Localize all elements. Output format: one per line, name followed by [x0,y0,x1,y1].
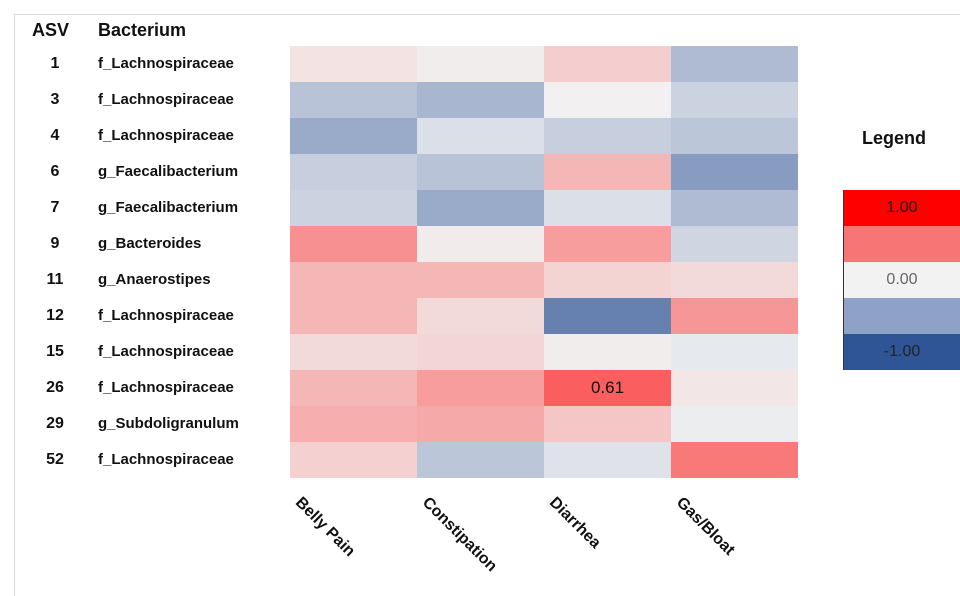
heatmap-cell [290,370,417,406]
heatmap-cell [544,226,671,262]
legend-swatch [844,226,960,262]
bacterium-label: f_Lachnospiraceae [98,91,234,108]
asv-label: 6 [50,163,60,180]
asv-label: 12 [46,307,64,324]
heatmap-cell [544,118,671,154]
heatmap-cell [290,298,417,334]
bacterium-header: Bacterium [98,20,187,40]
bacterium-label: g_Subdoligranulum [98,415,239,432]
heatmap-cell [671,406,798,442]
x-axis-label: Constipation [418,494,501,576]
heatmap-cell [417,442,544,478]
heatmap-cell [417,262,544,298]
bacterium-label: g_Faecalibacterium [98,163,239,180]
heatmap-cell [544,406,671,442]
heatmap-cell [671,334,798,370]
heatmap-cell [417,406,544,442]
legend-swatch: 1.00 [844,190,960,226]
heatmap-cell [417,118,544,154]
asv-header: ASV [32,20,70,40]
bacterium-label: f_Lachnospiraceae [98,343,234,360]
legend-swatch [844,298,960,334]
heatmap-cell [544,82,671,118]
bacterium-label: f_Lachnospiraceae [98,55,234,72]
heatmap-cell [290,154,417,190]
heatmap-cell [671,298,798,334]
heatmap-cell [671,226,798,262]
heatmap-cell [290,82,417,118]
heatmap-cell [290,118,417,154]
bacterium-label: g_Bacteroides [98,235,202,252]
heatmap-cell [671,154,798,190]
heatmap-cell [417,298,544,334]
heatmap-cell [290,46,417,82]
heatmap-cell [290,442,417,478]
heatmap-cell [671,118,798,154]
heatmap-cell [544,46,671,82]
bacterium-label: g_Faecalibacterium [98,199,239,216]
heatmap-cell [671,370,798,406]
heatmap-cell [290,406,417,442]
bacterium-label: f_Lachnospiraceae [98,127,234,144]
heatmap-cell [671,46,798,82]
heatmap-cell [290,334,417,370]
heatmap-cell [290,190,417,226]
heatmap-cell [417,190,544,226]
x-axis-label: Belly Pain [291,494,359,561]
heatmap-cell [671,262,798,298]
asv-label: 9 [50,235,60,252]
heatmap-cell [544,298,671,334]
asv-label: 1 [50,55,60,72]
heatmap-cell: 0.61 [544,370,671,406]
heatmap-cell [417,154,544,190]
heatmap-cell [417,226,544,262]
heatmap-cell [417,334,544,370]
bacterium-label: g_Anaerostipes [98,271,211,288]
asv-label: 26 [46,379,64,396]
heatmap-cell [417,82,544,118]
x-axis-label: Diarrhea [545,494,604,552]
legend-swatch: -1.00 [844,334,960,370]
asv-label: 15 [46,343,64,360]
x-axis-label: Gas/Bloat [672,494,738,559]
bacterium-label: f_Lachnospiraceae [98,379,234,396]
bacterium-label: f_Lachnospiraceae [98,307,234,324]
frame-top-border [14,14,960,15]
heatmap-cell [290,226,417,262]
asv-label: 52 [46,451,64,468]
frame-left-border [14,14,15,596]
heatmap-cell [417,46,544,82]
asv-label: 3 [50,91,60,108]
asv-label: 7 [50,199,60,216]
legend-title: Legend [862,128,927,148]
heatmap-cell [671,82,798,118]
heatmap-cell [544,190,671,226]
heatmap-cell [544,262,671,298]
heatmap-cell [671,190,798,226]
asv-label: 29 [46,415,64,432]
heatmap-cell [544,442,671,478]
heatmap-cell [417,370,544,406]
asv-label: 4 [50,127,60,144]
asv-label: 11 [46,271,64,288]
heatmap-cell [544,154,671,190]
heatmap-cell [290,262,417,298]
heatmap-cell [671,442,798,478]
bacterium-label: f_Lachnospiraceae [98,451,234,468]
legend-border [843,190,844,370]
heatmap-cell [544,334,671,370]
legend-swatch: 0.00 [844,262,960,298]
